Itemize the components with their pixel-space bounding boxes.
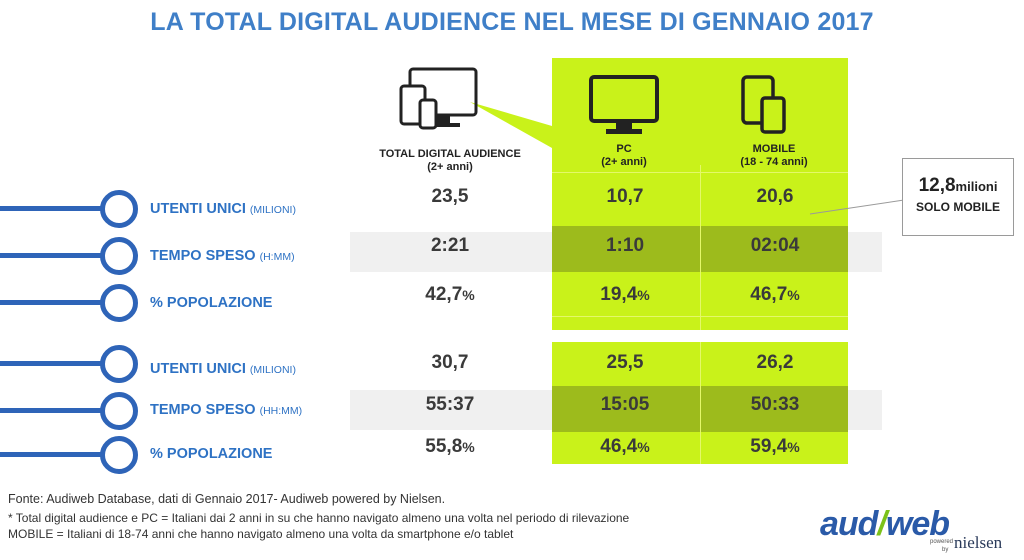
row-ring-icon (100, 284, 138, 322)
logo-brand-b: web (885, 505, 950, 543)
footer-note-2: MOBILE = Italiani di 18-74 anni che hann… (8, 527, 514, 541)
green-divider-vertical-1 (700, 165, 701, 330)
col-head-total: TOTAL DIGITAL AUDIENCE (2+ anni) (362, 148, 538, 174)
value-pc: 1:10 (605, 235, 645, 256)
col-head-mobile-sub: (18 - 74 anni) (740, 156, 808, 168)
value-total: 23,5 (431, 186, 469, 207)
row-label-text: % POPOLAZIONE (150, 295, 273, 311)
footer-note-1-text: Total digital audience e PC = Italiani d… (15, 511, 630, 525)
row-label-popolazione-2: % POPOLAZIONE (150, 446, 272, 462)
col-head-mobile-name: MOBILE (752, 143, 796, 155)
row-ring-icon (100, 436, 138, 474)
row-label-utenti-1: UTENTI UNICI (MILIONI) (150, 201, 296, 217)
value-total: 2:21 (430, 235, 470, 256)
row-label-tempo-1: TEMPO SPESO (H:MM) (150, 248, 295, 264)
value-number: 42,7 (425, 284, 463, 305)
value-mobile: 59,4% (715, 436, 835, 458)
value-pc: 25,5 (606, 352, 644, 373)
row-label-text: % POPOLAZIONE (150, 446, 273, 462)
row-label-unit: (HH:MM) (259, 405, 303, 417)
row-line (0, 206, 104, 211)
callout-value-line: 12,8milioni (903, 175, 1013, 198)
multi-device-icon (399, 67, 478, 130)
logo-brand-a: aud (820, 505, 878, 543)
value-pc: 10,7 (606, 186, 644, 207)
row-label-text: TEMPO SPESO (150, 248, 256, 264)
row-line (0, 452, 104, 457)
value-number: 19,4 (600, 284, 638, 305)
percent-sign: % (637, 287, 650, 303)
connector-wedge (470, 102, 552, 148)
value-mobile: 26,2 (756, 352, 794, 373)
value-mobile: 50:33 (750, 394, 800, 415)
logo-by: by (942, 547, 949, 553)
green-divider-vertical-2 (700, 342, 701, 464)
footer-asterisk: * (8, 511, 13, 525)
col-head-mobile: MOBILE (18 - 74 anni) (714, 143, 834, 169)
percent-sign: % (462, 287, 475, 303)
row-ring-icon (100, 190, 138, 228)
row-line (0, 361, 104, 366)
row-label-utenti-2: UTENTI UNICI (MILIONI) (150, 361, 296, 377)
col-head-pc: PC (2+ anni) (564, 143, 684, 169)
col-head-total-name: TOTAL DIGITAL AUDIENCE (379, 148, 521, 160)
row-label-text: UTENTI UNICI (150, 201, 246, 217)
row-label-text: TEMPO SPESO (150, 402, 256, 418)
value-mobile: 20,6 (756, 186, 794, 207)
audiweb-logo: aud/web powered by nielsen (820, 505, 1020, 557)
logo-slash-icon: / (877, 505, 887, 543)
percent-sign: % (462, 439, 475, 455)
col-head-total-sub: (2+ anni) (427, 161, 473, 173)
solo-mobile-callout: 12,8milioni SOLO MOBILE (902, 158, 1014, 236)
percent-sign: % (787, 287, 800, 303)
footer-source: Fonte: Audiweb Database, dati di Gennaio… (8, 492, 446, 506)
row-ring-icon (100, 392, 138, 430)
callout-value: 12,8 (918, 175, 956, 196)
logo-partner: nielsen (954, 533, 1003, 552)
value-pc: 15:05 (600, 394, 650, 415)
row-label-unit: (MILIONI) (249, 204, 296, 216)
mobile-devices-icon (741, 75, 786, 134)
desktop-monitor-icon (589, 75, 659, 134)
value-total: 55:37 (425, 394, 475, 415)
row-line (0, 300, 104, 305)
value-total: 30,7 (431, 352, 469, 373)
value-number: 55,8 (425, 436, 463, 457)
audiweb-logo-wordmark: aud/web (820, 505, 950, 543)
row-label-popolazione-1: % POPOLAZIONE (150, 295, 272, 311)
row-label-tempo-2: TEMPO SPESO (HH:MM) (150, 402, 302, 418)
row-label-unit: (MILIONI) (249, 364, 296, 376)
value-number: 59,4 (750, 436, 788, 457)
value-total: 42,7% (390, 284, 510, 306)
value-pc: 19,4% (565, 284, 685, 306)
percent-sign: % (787, 439, 800, 455)
green-divider-h2 (552, 316, 848, 317)
row-line (0, 408, 104, 413)
logo-powered: powered (930, 539, 954, 545)
row-label-unit: (H:MM) (259, 251, 295, 263)
col-head-pc-name: PC (616, 143, 632, 155)
page-title: LA TOTAL DIGITAL AUDIENCE NEL MESE DI GE… (150, 8, 874, 36)
value-number: 46,7 (750, 284, 788, 305)
col-head-pc-sub: (2+ anni) (601, 156, 647, 168)
percent-sign: % (637, 439, 650, 455)
row-ring-icon (100, 237, 138, 275)
value-total: 55,8% (390, 436, 510, 458)
green-divider-h1 (552, 172, 848, 173)
callout-text: SOLO MOBILE (916, 200, 1000, 214)
row-ring-icon (100, 345, 138, 383)
value-number: 46,4 (600, 436, 638, 457)
callout-unit: milioni (955, 179, 998, 194)
value-pc: 46,4% (565, 436, 685, 458)
footer-note-1: * Total digital audience e PC = Italiani… (8, 511, 808, 526)
value-mobile: 02:04 (750, 235, 800, 256)
callout-leader-line (809, 199, 905, 215)
row-label-text: UTENTI UNICI (150, 361, 246, 377)
value-mobile: 46,7% (715, 284, 835, 306)
row-line (0, 253, 104, 258)
